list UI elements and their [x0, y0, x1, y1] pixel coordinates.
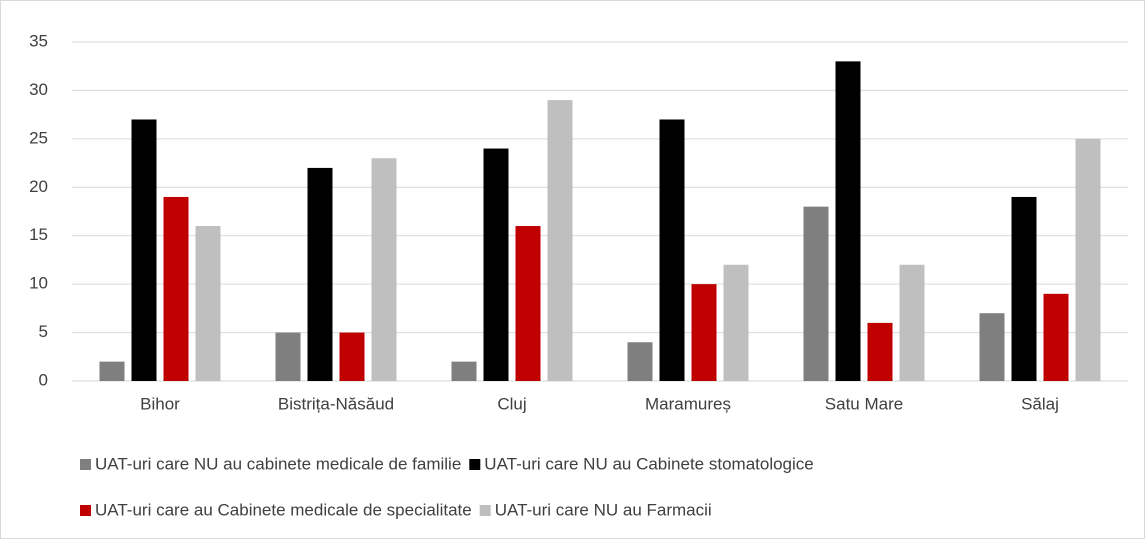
y-tick-label: 25	[29, 128, 48, 147]
bar	[307, 167, 333, 381]
bar	[451, 361, 477, 381]
bar	[627, 342, 653, 381]
bar	[547, 100, 573, 381]
legend-swatch	[469, 459, 481, 470]
bar	[1043, 293, 1069, 381]
bar	[99, 361, 125, 381]
y-tick-label: 30	[29, 80, 48, 99]
y-tick-label: 10	[29, 274, 48, 293]
bar	[131, 119, 157, 381]
y-tick-label: 35	[29, 31, 48, 50]
y-tick-label: 20	[29, 177, 48, 196]
legend-swatch	[80, 505, 91, 516]
bar	[835, 61, 861, 381]
bar	[1075, 138, 1101, 381]
legend-label: UAT-uri care NU au cabinete medicale de …	[95, 454, 461, 473]
legend-label: UAT-uri care NU au Farmacii	[495, 500, 712, 519]
bar	[195, 226, 221, 381]
bar	[723, 264, 749, 381]
x-tick-label: Maramureș	[645, 394, 731, 413]
bar	[371, 158, 397, 381]
y-tick-label: 15	[29, 225, 48, 244]
bar	[979, 313, 1005, 381]
bar	[483, 148, 509, 381]
bar	[659, 119, 685, 381]
x-tick-label: Cluj	[497, 394, 526, 413]
bar	[867, 322, 893, 381]
bar	[899, 264, 925, 381]
bar	[275, 332, 301, 381]
x-tick-label: Bistrița-Năsăud	[278, 394, 394, 413]
bar	[691, 284, 717, 381]
bar	[1011, 196, 1037, 381]
bar	[803, 206, 829, 381]
legend-label: UAT-uri care NU au Cabinete stomatologic…	[484, 454, 813, 473]
y-tick-label: 0	[39, 370, 48, 389]
bar	[339, 332, 365, 381]
x-tick-label: Bihor	[140, 394, 180, 413]
legend-swatch	[80, 459, 91, 470]
legend-swatch	[479, 505, 491, 516]
bar	[515, 226, 541, 381]
legend-label: UAT-uri care au Cabinete medicale de spe…	[95, 500, 472, 519]
x-tick-label: Satu Mare	[825, 394, 903, 413]
bar	[163, 196, 189, 381]
y-tick-label: 5	[39, 322, 48, 341]
x-tick-label: Sălaj	[1021, 394, 1059, 413]
